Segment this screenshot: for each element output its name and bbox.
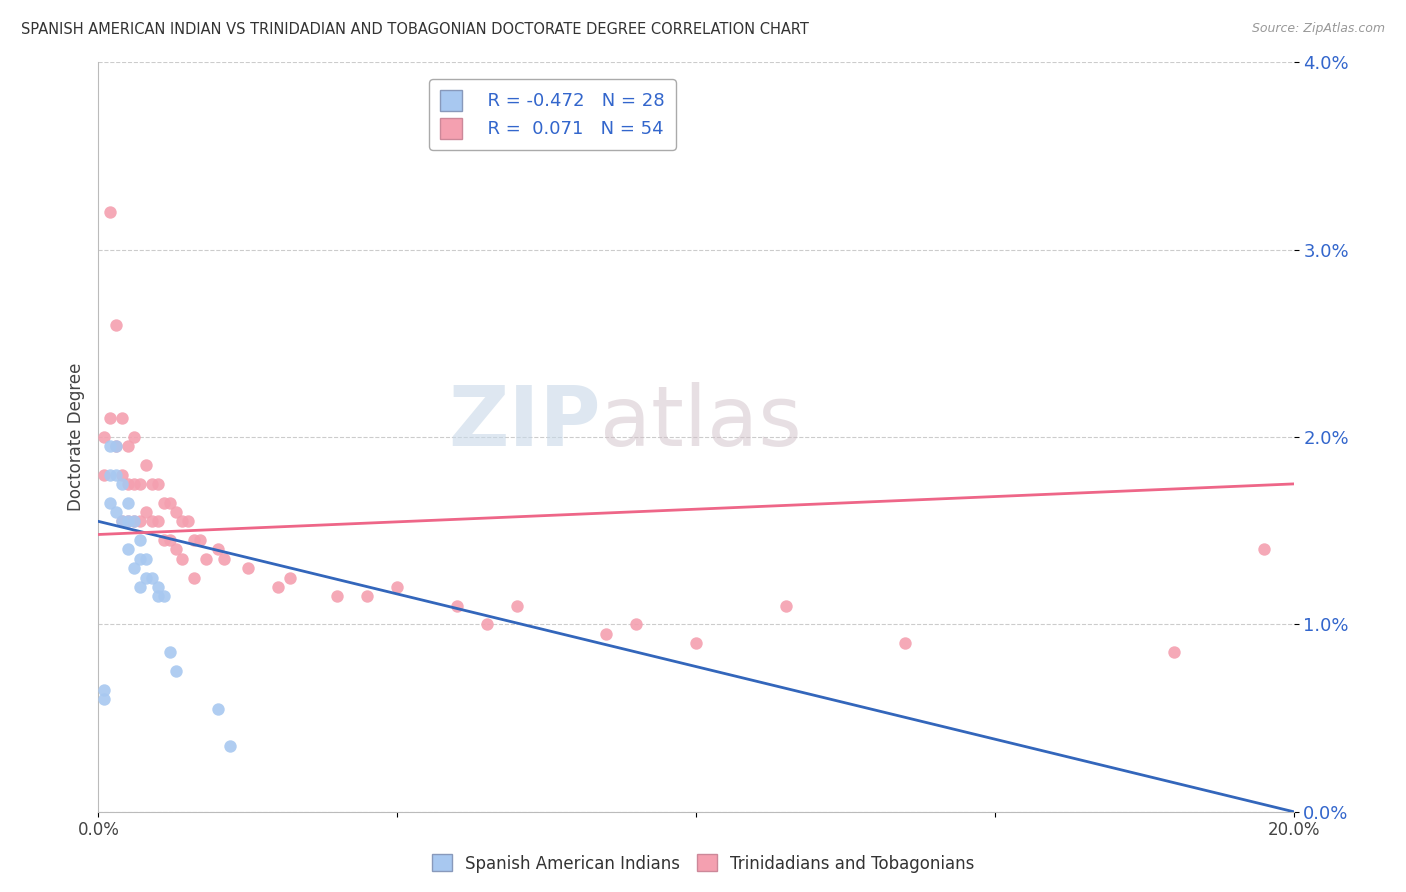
Point: [124, 561, 146, 575]
Point: [117, 514, 139, 528]
Text: ZIP: ZIP: [449, 382, 600, 463]
Point: [183, 571, 205, 585]
Point: [195, 551, 218, 566]
Point: [267, 580, 290, 594]
Point: [124, 514, 146, 528]
Point: [135, 505, 157, 519]
Point: [1253, 542, 1275, 557]
Point: [685, 636, 707, 650]
Point: [98, 440, 122, 453]
Point: [159, 533, 181, 547]
Point: [153, 533, 176, 547]
Point: [219, 739, 242, 753]
Point: [111, 514, 134, 528]
Legend: Spanish American Indians, Trinidadians and Tobagonians: Spanish American Indians, Trinidadians a…: [425, 847, 981, 880]
Point: [117, 514, 139, 528]
Point: [475, 617, 498, 632]
Point: [385, 580, 409, 594]
Point: [93, 692, 115, 706]
Point: [153, 590, 176, 604]
Point: [105, 440, 128, 453]
Point: [117, 440, 139, 453]
Point: [93, 683, 115, 698]
Point: [124, 476, 146, 491]
Point: [212, 551, 235, 566]
Point: [172, 514, 194, 528]
Point: [111, 514, 134, 528]
Point: [98, 467, 122, 482]
Point: [93, 467, 115, 482]
Point: [236, 561, 259, 575]
Point: [135, 458, 157, 473]
Point: [105, 318, 128, 332]
Text: SPANISH AMERICAN INDIAN VS TRINIDADIAN AND TOBAGONIAN DOCTORATE DEGREE CORRELATI: SPANISH AMERICAN INDIAN VS TRINIDADIAN A…: [21, 22, 808, 37]
Point: [117, 542, 139, 557]
Point: [129, 514, 152, 528]
Point: [124, 430, 146, 444]
Point: [207, 542, 229, 557]
Point: [111, 467, 134, 482]
Point: [153, 495, 176, 509]
Point: [117, 495, 139, 509]
Point: [98, 205, 122, 219]
Point: [129, 551, 152, 566]
Point: [1163, 646, 1185, 660]
Point: [183, 533, 205, 547]
Point: [159, 495, 181, 509]
Point: [98, 411, 122, 425]
Point: [105, 505, 128, 519]
Point: [356, 590, 378, 604]
Point: [129, 580, 152, 594]
Point: [165, 664, 187, 679]
Point: [165, 542, 187, 557]
Point: [135, 571, 157, 585]
Point: [111, 476, 134, 491]
Point: [124, 514, 146, 528]
Point: [98, 495, 122, 509]
Point: [775, 599, 797, 613]
Point: [506, 599, 529, 613]
Point: [141, 514, 163, 528]
Point: [105, 467, 128, 482]
Point: [446, 599, 468, 613]
Point: [148, 476, 170, 491]
Point: [188, 533, 211, 547]
Point: [93, 430, 115, 444]
Point: [326, 590, 349, 604]
Point: [172, 551, 194, 566]
Point: [159, 646, 181, 660]
Point: [135, 551, 157, 566]
Point: [207, 701, 229, 715]
Point: [626, 617, 648, 632]
Point: [129, 476, 152, 491]
Point: [278, 571, 301, 585]
Point: [148, 590, 170, 604]
Point: [141, 476, 163, 491]
Point: [894, 636, 917, 650]
Point: [595, 626, 617, 640]
Point: [105, 440, 128, 453]
Text: atlas: atlas: [600, 382, 801, 463]
Point: [165, 505, 187, 519]
Text: Source: ZipAtlas.com: Source: ZipAtlas.com: [1251, 22, 1385, 36]
Point: [129, 533, 152, 547]
Point: [148, 580, 170, 594]
Y-axis label: Doctorate Degree: Doctorate Degree: [66, 363, 84, 511]
Point: [177, 514, 200, 528]
Point: [111, 411, 134, 425]
Point: [148, 514, 170, 528]
Legend:   R = -0.472   N = 28,   R =  0.071   N = 54: R = -0.472 N = 28, R = 0.071 N = 54: [429, 79, 676, 150]
Point: [117, 476, 139, 491]
Point: [141, 571, 163, 585]
